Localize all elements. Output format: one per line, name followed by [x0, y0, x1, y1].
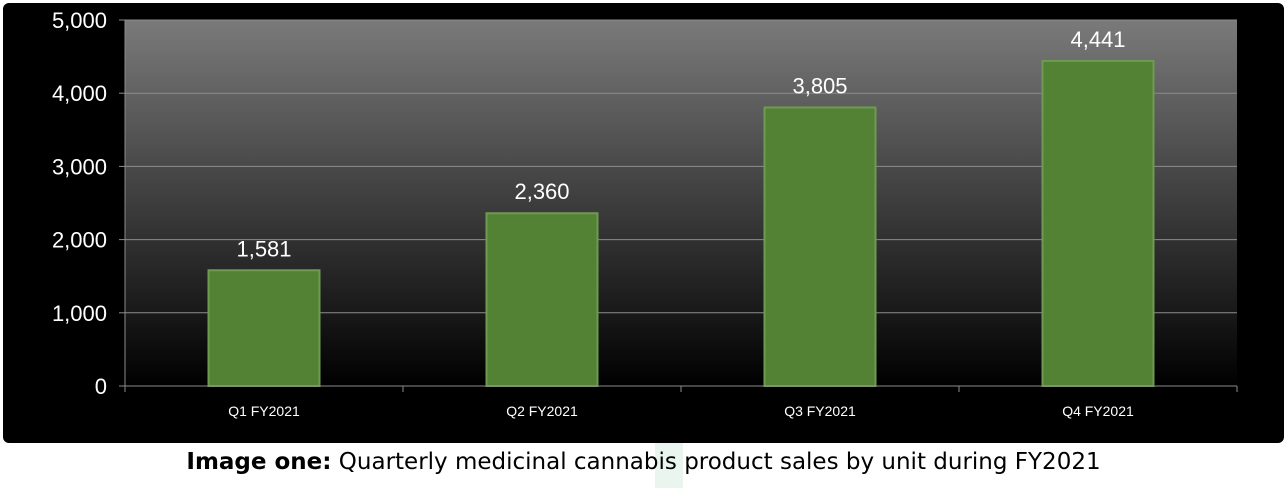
chart-panel: 0 1,000 2,000 3,000 4,000 5,000 1,581 Q1 FY2021… [3, 3, 1284, 443]
x-tick-label: Q3 FY2021 [784, 403, 856, 419]
y-tick-label: 2,000 [52, 228, 107, 253]
x-tick-label: Q1 FY2021 [228, 403, 300, 419]
data-label: 2,360 [514, 179, 569, 204]
x-tick-label: Q4 FY2021 [1062, 403, 1134, 419]
y-tick-label: 1,000 [52, 301, 107, 326]
y-tick-label: 3,000 [52, 154, 107, 179]
bar [485, 212, 599, 387]
bar [207, 269, 321, 388]
bars [207, 59, 1155, 388]
page-accent-mark [655, 443, 683, 488]
caption-label: Image one: [186, 449, 332, 475]
x-tick-label: Q2 FY2021 [506, 403, 578, 419]
bar-chart: 0 1,000 2,000 3,000 4,000 5,000 1,581 Q1 FY2021… [52, 8, 1238, 419]
caption-text: Quarterly medicinal cannabis product sal… [331, 449, 1101, 475]
figure-caption: Image one: Quarterly medicinal cannabis … [0, 449, 1287, 475]
y-tick-label: 0 [95, 374, 107, 399]
labels: 0 1,000 2,000 3,000 4,000 5,000 1,581 Q1 FY2021… [52, 8, 1134, 419]
y-tick-label: 4,000 [52, 81, 107, 106]
data-label: 1,581 [236, 236, 291, 261]
y-tick-label: 5,000 [52, 8, 107, 33]
data-label: 4,441 [1070, 27, 1125, 52]
axes [119, 19, 1238, 392]
data-label: 3,805 [792, 73, 847, 98]
bar [763, 106, 877, 387]
bar [1041, 59, 1155, 388]
